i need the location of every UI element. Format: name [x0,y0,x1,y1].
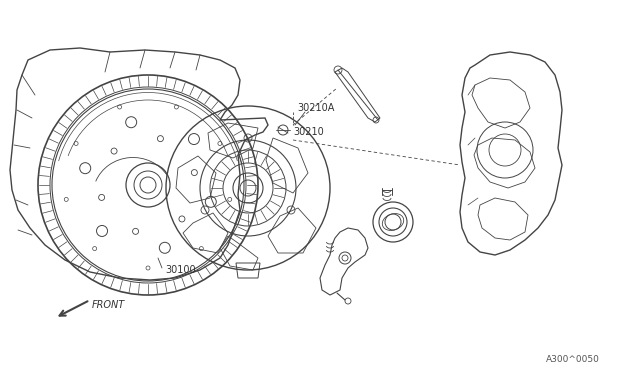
Text: 30210: 30210 [293,127,324,137]
Text: FRONT: FRONT [92,300,125,310]
Text: 30100: 30100 [165,265,196,275]
Text: 30210A: 30210A [297,103,334,113]
Text: A300^0050: A300^0050 [546,356,600,365]
